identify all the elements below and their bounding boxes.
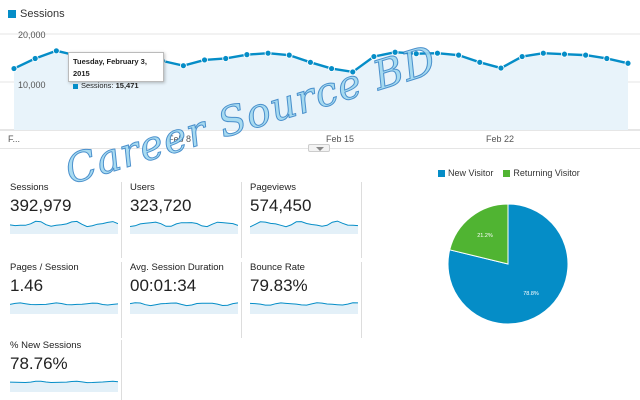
sparkline-area bbox=[130, 302, 238, 314]
metric-sparkline bbox=[250, 302, 358, 314]
metric-value: 323,720 bbox=[130, 196, 192, 215]
tooltip-value: 15,471 bbox=[115, 81, 139, 90]
sparkline-line bbox=[130, 221, 238, 228]
metric-value: 1.46 bbox=[10, 276, 44, 295]
sessions-area bbox=[14, 50, 628, 130]
x-tick-feb-8: Feb 8 bbox=[168, 134, 192, 144]
sessions-data-point[interactable] bbox=[307, 58, 314, 66]
sessions-swatch bbox=[8, 10, 16, 18]
sessions-data-point[interactable] bbox=[328, 65, 335, 72]
sparkline-area bbox=[10, 221, 118, 234]
y-tick-20000: 20,000 bbox=[18, 30, 46, 40]
returning-visitor-swatch bbox=[503, 169, 511, 177]
metric-label: Bounce Rate bbox=[250, 262, 305, 273]
chart-legend[interactable]: Sessions bbox=[8, 8, 65, 20]
new-visitor-swatch bbox=[438, 169, 445, 177]
sparkline-line bbox=[130, 302, 238, 307]
metric-value: 574,450 bbox=[250, 196, 312, 215]
metric-label: Users bbox=[130, 182, 155, 193]
metric-value: 78.76% bbox=[10, 354, 68, 373]
metric-sparkline bbox=[250, 220, 358, 234]
sparkline-area bbox=[10, 381, 118, 392]
sessions-data-point[interactable] bbox=[243, 51, 251, 59]
x-tick-feb-1: F... bbox=[8, 134, 21, 144]
tooltip-date: Tuesday, February 3, 2015 bbox=[73, 57, 147, 78]
sessions-data-point[interactable] bbox=[179, 62, 187, 70]
sessions-data-point[interactable] bbox=[561, 50, 568, 58]
sessions-data-point[interactable] bbox=[476, 58, 484, 66]
legend-returning-visitor-label: Returning Visitor bbox=[513, 168, 580, 178]
x-tick-feb-22: Feb 22 bbox=[486, 134, 515, 144]
chart-tooltip: Tuesday, February 3, 2015 Sessions: 15,4… bbox=[68, 52, 164, 90]
sessions-data-point[interactable] bbox=[434, 49, 441, 57]
sparkline-line bbox=[10, 302, 118, 306]
metric-label: Sessions bbox=[10, 182, 49, 193]
sessions-data-point[interactable] bbox=[201, 56, 208, 64]
metric-bounce-rate[interactable]: Bounce Rate 79.83% bbox=[250, 262, 362, 338]
metric-value: 79.83% bbox=[250, 276, 308, 295]
sparkline-line bbox=[250, 302, 358, 306]
sessions-data-point[interactable] bbox=[455, 51, 463, 59]
sessions-data-point[interactable] bbox=[518, 53, 526, 60]
metric-sparkline bbox=[10, 220, 118, 234]
metric-value: 00:01:34 bbox=[130, 276, 197, 295]
metric-value: 392,979 bbox=[10, 196, 72, 215]
metric-pages-per-session[interactable]: Pages / Session 1.46 bbox=[10, 262, 122, 338]
visitor-pie-chart[interactable]: 78.8% 21.2% bbox=[448, 192, 568, 334]
sparkline-line bbox=[10, 220, 118, 228]
sessions-data-point[interactable] bbox=[285, 51, 293, 59]
sessions-data-point[interactable] bbox=[264, 49, 272, 57]
sessions-data-point[interactable] bbox=[31, 55, 39, 62]
tooltip-label: Sessions: bbox=[81, 81, 114, 90]
pie-slice-label: 78.8% bbox=[523, 291, 539, 297]
metric-users[interactable]: Users 323,720 bbox=[130, 182, 242, 258]
sparkline-area bbox=[10, 302, 118, 314]
legend-item-returning-visitor[interactable]: Returning Visitor bbox=[503, 168, 580, 178]
metric-sparkline bbox=[10, 380, 118, 392]
pie-slice-label: 21.2% bbox=[477, 233, 493, 239]
sessions-data-point[interactable] bbox=[624, 59, 632, 67]
x-tick-feb-15: Feb 15 bbox=[326, 134, 355, 144]
sessions-data-point[interactable] bbox=[52, 47, 60, 55]
metric-avg-session-duration[interactable]: Avg. Session Duration 00:01:34 bbox=[130, 262, 242, 338]
legend-item-new-visitor[interactable]: New Visitor bbox=[438, 168, 493, 178]
sessions-data-point[interactable] bbox=[391, 48, 399, 56]
metric-label: % New Sessions bbox=[10, 340, 82, 351]
metric-sessions[interactable]: Sessions 392,979 bbox=[10, 182, 122, 258]
y-tick-10000: 10,000 bbox=[18, 80, 46, 90]
metric-label: Pages / Session bbox=[10, 262, 79, 273]
sparkline-line bbox=[10, 380, 118, 384]
pie-legend: New Visitor Returning Visitor bbox=[438, 168, 580, 178]
sessions-data-point[interactable] bbox=[349, 68, 357, 76]
sessions-data-point[interactable] bbox=[222, 55, 230, 62]
metric-sparkline bbox=[130, 302, 238, 314]
sessions-data-point[interactable] bbox=[10, 65, 18, 72]
sparkline-line bbox=[250, 220, 358, 228]
sparkline-area bbox=[130, 222, 238, 234]
metric-pageviews[interactable]: Pageviews 574,450 bbox=[250, 182, 362, 258]
legend-sessions-label: Sessions bbox=[20, 8, 65, 20]
sessions-data-point[interactable] bbox=[497, 64, 505, 72]
collapse-handle-chevron-down-icon[interactable] bbox=[308, 144, 330, 152]
sessions-data-point[interactable] bbox=[412, 50, 420, 58]
metric-sparkline bbox=[10, 302, 118, 314]
sessions-data-point[interactable] bbox=[370, 53, 378, 60]
metric-sparkline bbox=[130, 221, 238, 234]
sessions-data-point[interactable] bbox=[539, 49, 547, 57]
metric-new-sessions[interactable]: % New Sessions 78.76% bbox=[10, 340, 122, 400]
pie-slice-returning-visitor[interactable] bbox=[449, 203, 509, 265]
sessions-data-point[interactable] bbox=[582, 51, 590, 59]
tooltip-swatch bbox=[73, 83, 78, 89]
sessions-data-point[interactable] bbox=[603, 55, 611, 62]
sparkline-area bbox=[250, 302, 358, 314]
legend-new-visitor-label: New Visitor bbox=[448, 168, 494, 178]
metric-label: Avg. Session Duration bbox=[130, 262, 224, 273]
metric-label: Pageviews bbox=[250, 182, 296, 193]
